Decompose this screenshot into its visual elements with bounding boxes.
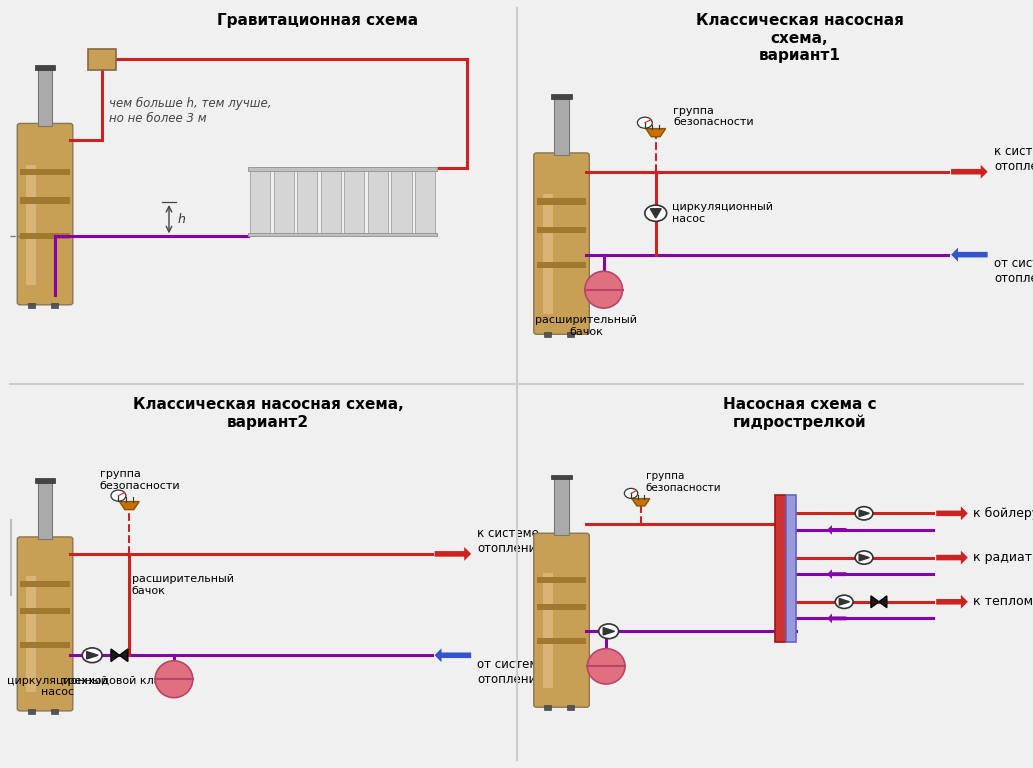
Bar (51, 709, 58, 714)
Bar (415, 168, 435, 237)
Bar (552, 475, 572, 479)
Ellipse shape (585, 271, 623, 308)
Bar (250, 168, 271, 237)
Bar (28, 709, 35, 714)
Bar (35, 65, 56, 70)
Text: к радиаторам: к радиаторам (973, 551, 1033, 564)
Text: расширительный
бачок: расширительный бачок (132, 574, 233, 596)
Bar (537, 262, 587, 268)
Text: к теплому полу: к теплому полу (973, 595, 1033, 608)
Text: к системе
отопления: к системе отопления (477, 527, 543, 555)
Text: группа
безопасности: группа безопасности (99, 469, 180, 491)
Polygon shape (651, 209, 661, 218)
Bar (21, 169, 70, 175)
Polygon shape (603, 627, 615, 635)
Polygon shape (120, 649, 128, 661)
Circle shape (855, 551, 873, 564)
Bar (567, 705, 574, 710)
Bar (537, 604, 587, 610)
Bar (35, 478, 56, 483)
Text: Классическая насосная
схема,
вариант1: Классическая насосная схема, вариант1 (695, 13, 904, 63)
Text: Насосная схема с
гидрострелкой: Насосная схема с гидрострелкой (723, 397, 876, 430)
Text: к системе
отопления: к системе отопления (994, 145, 1033, 173)
Bar (542, 573, 553, 688)
Bar (368, 168, 388, 237)
FancyBboxPatch shape (18, 537, 72, 711)
Bar (21, 197, 70, 204)
Bar (21, 642, 70, 647)
Circle shape (855, 507, 873, 520)
Text: циркуляционный
насос: циркуляционный насос (7, 676, 107, 697)
Text: к бойлеру: к бойлеру (973, 507, 1033, 520)
Bar (248, 233, 437, 237)
Bar (786, 495, 795, 642)
FancyBboxPatch shape (18, 124, 72, 305)
Bar (51, 303, 58, 308)
Polygon shape (111, 649, 120, 661)
Ellipse shape (155, 660, 193, 697)
Bar (21, 233, 70, 239)
Text: Классическая насосная схема,
вариант2: Классическая насосная схема, вариант2 (133, 397, 404, 429)
Bar (554, 96, 569, 155)
Text: расширительный
бачок: расширительный бачок (535, 316, 637, 337)
Bar (274, 168, 293, 237)
Text: группа
безопасности: группа безопасности (674, 106, 754, 127)
Bar (21, 607, 70, 614)
Text: от системы
отопления: от системы отопления (994, 257, 1033, 285)
Bar (542, 194, 553, 314)
Bar (537, 577, 587, 583)
Bar (567, 332, 574, 337)
Bar (26, 164, 36, 285)
Bar (775, 495, 786, 642)
Text: циркуляционный
насос: циркуляционный насос (671, 203, 773, 224)
Text: Гравитационная схема: Гравитационная схема (217, 13, 418, 28)
Text: группа
безопасности: группа безопасности (646, 472, 721, 493)
Text: трехходовой клапан: трехходовой клапан (61, 676, 183, 686)
Bar (37, 67, 53, 126)
Bar (37, 480, 53, 539)
Text: от системы
отопления: от системы отопления (477, 658, 549, 686)
Bar (21, 581, 70, 587)
Bar (392, 168, 411, 237)
Polygon shape (839, 598, 849, 605)
Bar (537, 638, 587, 644)
Bar (344, 168, 365, 237)
Bar (88, 49, 116, 70)
Polygon shape (120, 502, 139, 510)
Bar (554, 476, 569, 535)
Bar (544, 705, 552, 710)
FancyBboxPatch shape (534, 533, 589, 707)
Polygon shape (632, 498, 650, 506)
Bar (26, 577, 36, 692)
Bar (552, 94, 572, 99)
Circle shape (637, 118, 652, 128)
Circle shape (83, 648, 102, 663)
Bar (537, 198, 587, 205)
Circle shape (624, 488, 637, 498)
Circle shape (645, 205, 666, 221)
Bar (537, 227, 587, 233)
Polygon shape (646, 128, 665, 137)
Circle shape (111, 490, 126, 502)
Bar (28, 303, 35, 308)
Circle shape (836, 595, 853, 608)
Polygon shape (859, 510, 870, 517)
Bar (320, 168, 341, 237)
Circle shape (599, 624, 619, 639)
Polygon shape (87, 651, 98, 659)
Text: чем больше h, тем лучше,
но не более 3 м: чем больше h, тем лучше, но не более 3 м (109, 97, 272, 125)
Text: h: h (178, 213, 186, 226)
Bar (298, 168, 317, 237)
Bar (544, 332, 552, 337)
Polygon shape (879, 596, 886, 607)
Ellipse shape (588, 649, 625, 684)
Polygon shape (859, 554, 870, 561)
Bar (248, 167, 437, 170)
Polygon shape (871, 596, 879, 607)
FancyBboxPatch shape (534, 153, 589, 334)
